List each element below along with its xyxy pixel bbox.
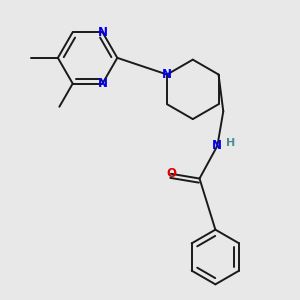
Text: N: N [162, 68, 172, 81]
Text: O: O [166, 167, 176, 180]
Text: N: N [98, 77, 107, 90]
Text: N: N [98, 26, 107, 39]
Text: H: H [226, 139, 236, 148]
Text: N: N [212, 139, 222, 152]
